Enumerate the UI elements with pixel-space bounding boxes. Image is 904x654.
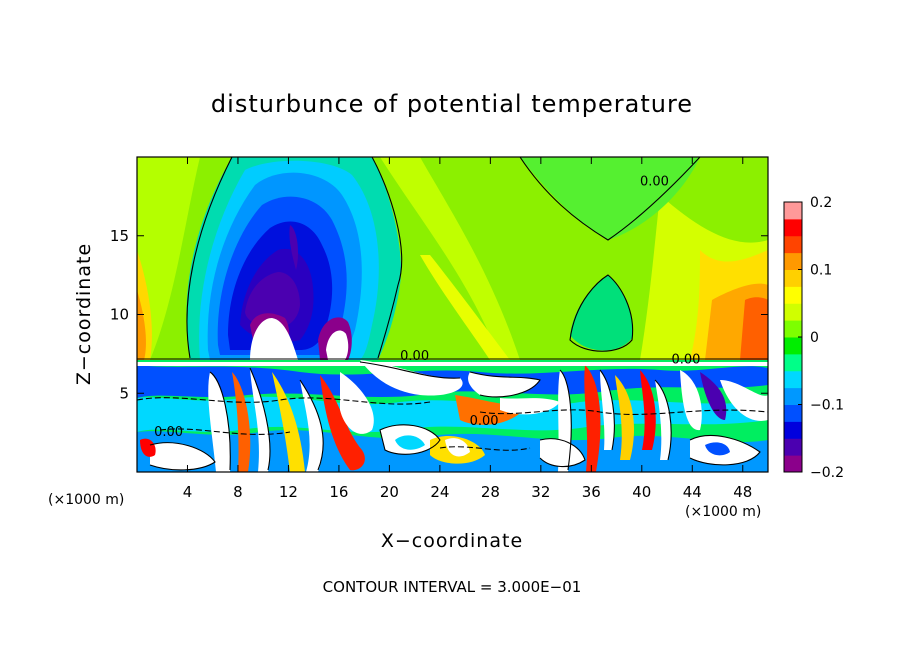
x-tick-label: 48 (733, 483, 752, 501)
contour-line (539, 438, 586, 468)
contour-label: 0.00 (470, 414, 499, 429)
y-tick-label: 10 (110, 306, 129, 324)
x-axis: 4 8 12 16 20 24 28 32 36 40 44 48 (183, 157, 752, 501)
contour-label: 0.00 (640, 174, 669, 189)
colorbar: 0.2 0.1 0 −0.1 −0.2 (783, 195, 844, 481)
contour-lines (137, 157, 768, 471)
contour-line (137, 397, 431, 405)
x-tick-label: 36 (582, 483, 601, 501)
colorbar-tick-label: 0.2 (810, 195, 832, 211)
x-tick-label: 40 (632, 483, 651, 501)
contour-line (249, 367, 271, 471)
colorbar-swatch (784, 438, 802, 456)
contour-line (439, 446, 531, 451)
contour-interval-note: CONTOUR INTERVAL = 3.000E−01 (323, 578, 582, 596)
x-tick-label: 4 (183, 483, 193, 501)
y-tick-label: 5 (119, 384, 129, 402)
colorbar-swatch (784, 421, 802, 439)
colorbar-swatch (784, 202, 802, 220)
contour-line (149, 442, 216, 471)
colorbar-swatch (784, 353, 802, 372)
colorbar-swatch (784, 252, 802, 270)
x-tick-label: 32 (531, 483, 550, 501)
heatmap-field (137, 157, 768, 472)
chart-title: disturbunce of potential temperature (211, 90, 693, 118)
x-tick-label: 20 (380, 483, 399, 501)
colorbar-tick-label: 0.1 (810, 263, 832, 279)
contour-line (569, 274, 634, 352)
colorbar-swatch (784, 455, 802, 473)
colorbar-tick-label: 0 (810, 330, 819, 346)
contour-line (599, 369, 615, 451)
contour-label: 0.00 (400, 349, 429, 364)
x-tick-label: 28 (481, 483, 500, 501)
colorbar-swatch (784, 235, 802, 254)
contour-line (371, 157, 403, 359)
x-tick-label: 8 (233, 483, 243, 501)
contour-line (469, 371, 541, 398)
colorbar-swatch (784, 404, 802, 422)
colorbar-swatch (784, 387, 802, 405)
contour-line (359, 361, 461, 379)
y-axis-label: Z−coordinate (73, 243, 95, 385)
y-tick-label: 15 (110, 227, 129, 245)
x-axis-unit-left: (×1000 m) (48, 492, 124, 508)
x-axis-label: X−coordinate (381, 530, 523, 552)
contour-line (654, 379, 672, 461)
x-tick-label: 16 (329, 483, 348, 501)
colorbar-swatch (784, 269, 802, 287)
contour-line (689, 435, 761, 466)
colorbar-swatch (784, 303, 802, 321)
contour-label: 0.00 (671, 352, 700, 367)
x-tick-label: 24 (430, 483, 449, 501)
y-axis: 5 10 15 (110, 227, 768, 402)
contour-line (479, 409, 768, 415)
colorbar-tick-label: −0.1 (810, 398, 844, 414)
colorbar-swatch (784, 218, 802, 237)
x-tick-label: 44 (683, 483, 702, 501)
contour-line (186, 157, 233, 359)
x-axis-unit-right: (×1000 m) (685, 504, 761, 520)
contour-line (159, 428, 291, 435)
x-tick-label: 12 (279, 483, 298, 501)
contour-line (379, 424, 441, 455)
colorbar-tick-label: −0.2 (810, 465, 844, 481)
plot-area (137, 157, 768, 472)
contour-line (559, 369, 572, 471)
contour-label: 0.00 (154, 425, 183, 440)
colorbar-swatch (784, 286, 802, 304)
contour-line (299, 379, 324, 471)
colorbar-swatch (784, 337, 802, 355)
contour-line (519, 157, 701, 241)
contour-line (209, 371, 231, 471)
colorbar-swatch (784, 320, 802, 338)
contour-labels: 0.00 0.00 0.00 0.00 0.00 (154, 174, 700, 439)
colorbar-swatch (784, 370, 802, 389)
